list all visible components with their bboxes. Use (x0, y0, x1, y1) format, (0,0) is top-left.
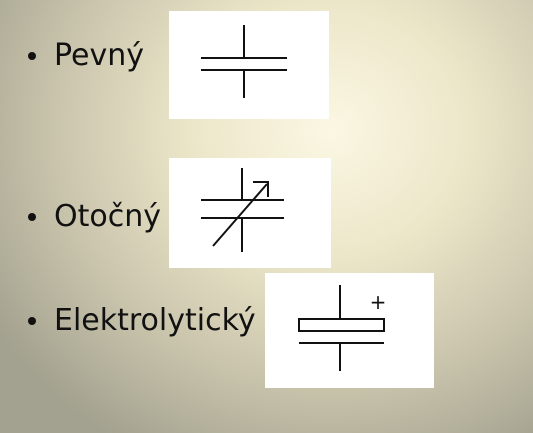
electrolytic-capacitor-symbol: + (265, 273, 434, 388)
bullet-icon (28, 212, 36, 221)
plus-polarity-mark: + (370, 290, 387, 314)
list-item-label: Otočný (54, 199, 161, 234)
bullet-icon (28, 316, 36, 325)
bullet-icon (28, 51, 36, 60)
list-item-electrolytic: Elektrolytický (28, 303, 256, 338)
fixed-capacitor-icon (201, 25, 287, 98)
list-item-label: Pevný (54, 38, 144, 73)
list-item-label: Elektrolytický (54, 303, 256, 338)
variable-capacitor-icon (201, 168, 284, 252)
electrolytic-capacitor-icon: + (298, 285, 387, 371)
fixed-capacitor-symbol (169, 11, 329, 119)
list-item-variable: Otočný (28, 199, 161, 234)
variable-capacitor-symbol (169, 158, 331, 268)
list-item-fixed: Pevný (28, 38, 144, 73)
